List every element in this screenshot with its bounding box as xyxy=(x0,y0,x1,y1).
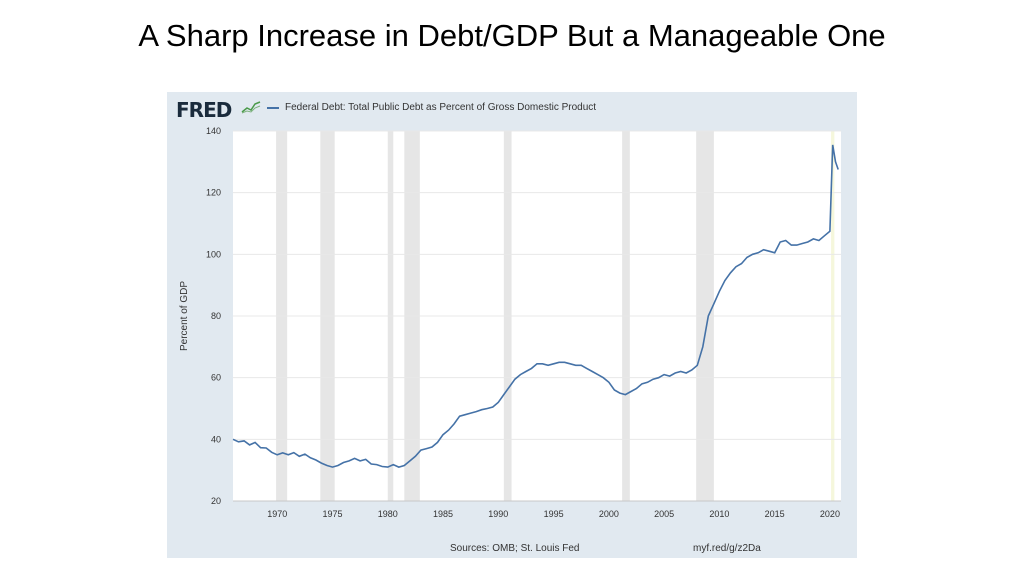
legend-label: Federal Debt: Total Public Debt as Perce… xyxy=(285,102,597,113)
y-tick-label: 60 xyxy=(211,373,221,383)
y-tick-label: 40 xyxy=(211,434,221,444)
y-tick-label: 140 xyxy=(206,126,221,136)
x-tick-label: 1970 xyxy=(267,509,287,519)
short-url-link[interactable]: myf.red/g/z2Da xyxy=(693,543,761,554)
x-tick-label: 1975 xyxy=(322,509,342,519)
fred-logo[interactable]: FRED xyxy=(176,98,232,122)
y-tick-label: 100 xyxy=(206,249,221,259)
x-tick-label: 2005 xyxy=(654,509,674,519)
x-tick-label: 2000 xyxy=(599,509,619,519)
slide-title: A Sharp Increase in Debt/GDP But a Manag… xyxy=(138,18,886,53)
x-tick-labels-group: 1970 1975 1980 1985 1990 1995 2000 2005 2010 2015… xyxy=(267,509,840,519)
y-axis-label: Percent of GDP xyxy=(179,281,190,351)
x-tick-label: 2010 xyxy=(709,509,729,519)
x-tick-label: 1980 xyxy=(378,509,398,519)
source-text: Sources: OMB; St. Louis Fed xyxy=(450,543,580,554)
chart-legend[interactable]: Federal Debt: Total Public Debt as Perce… xyxy=(267,102,596,113)
series-line-federal-debt[interactable] xyxy=(232,144,839,468)
y-tick-labels-group: 20 40 60 80 100 120 140 xyxy=(206,126,221,506)
y-tick-label: 120 xyxy=(206,188,221,198)
x-tick-label: 1985 xyxy=(433,509,453,519)
y-tick-label: 20 xyxy=(211,496,221,506)
y-tick-label: 80 xyxy=(211,311,221,321)
fred-chart-panel: FRED Federal Debt: Total Public Debt as … xyxy=(167,92,857,558)
legend-swatch xyxy=(267,106,279,109)
x-tick-label: 2020 xyxy=(820,509,840,519)
x-tick-label: 2015 xyxy=(765,509,785,519)
gridlines-group xyxy=(233,130,841,502)
x-tick-label: 1995 xyxy=(544,509,564,519)
fred-logo-chart-icon xyxy=(241,101,261,114)
x-tick-label: 1990 xyxy=(488,509,508,519)
